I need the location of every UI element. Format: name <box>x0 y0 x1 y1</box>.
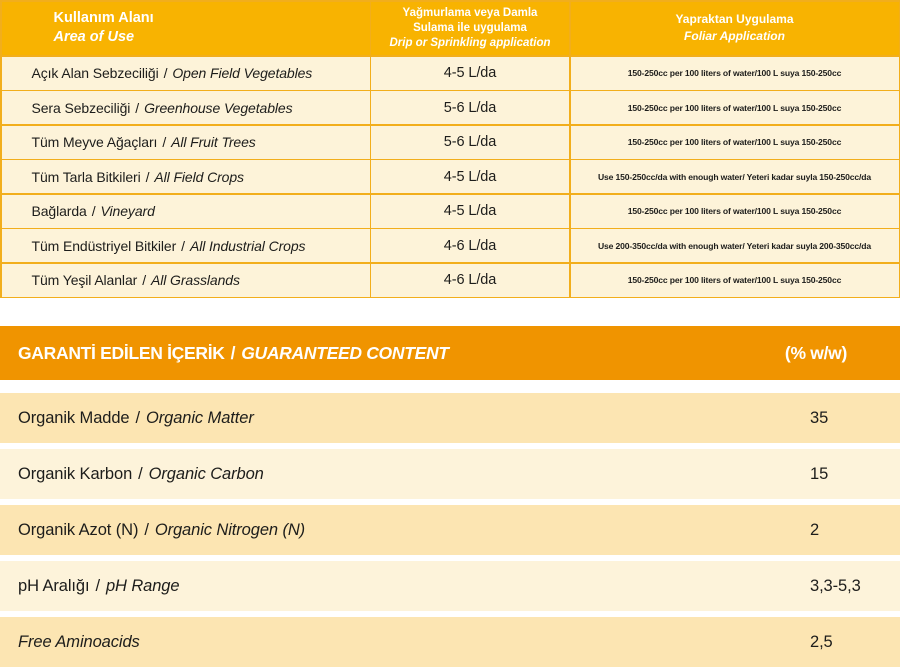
usage-row-drip: 5-6 L/da <box>371 91 569 124</box>
area-tr: Sera Sebzeciliği <box>31 99 131 116</box>
content-row: Organik Azot (N) / Organic Nitrogen (N) … <box>0 505 900 555</box>
content-value: 2,5 <box>810 632 833 651</box>
content-row: Organik Karbon / Organic Carbon 15 <box>0 449 900 499</box>
usage-row-drip: 4-5 L/da <box>371 194 569 228</box>
slash-separator: / <box>145 168 150 185</box>
content-tr: Organik Madde <box>18 408 130 427</box>
slash-separator: / <box>135 99 140 116</box>
usage-row-area: Tüm Endüstriyel Bitkiler / All Industria… <box>1 229 370 262</box>
content-value: 2 <box>810 520 820 539</box>
usage-row-area: Sera Sebzeciliği / Greenhouse Vegetables <box>1 91 370 124</box>
slash-separator: / <box>142 272 146 288</box>
usage-row-drip: 4-6 L/da <box>371 263 569 297</box>
slash-separator: / <box>181 237 185 254</box>
area-en: Vineyard <box>100 203 155 219</box>
slash-separator: / <box>163 65 168 81</box>
content-tr: Organik Karbon <box>18 464 133 483</box>
area-en: All Fruit Trees <box>171 134 256 150</box>
content-value: 3,3-5,3 <box>810 576 861 595</box>
usage-header-drip-tr1: Yağmurlama veya Damla <box>402 6 538 19</box>
usage-row-area: Tüm Tarla Bitkileri / All Field Crops <box>1 160 370 193</box>
area-tr: Tüm Meyve Ağaçları <box>31 134 158 150</box>
usage-row-area: Açık Alan Sebzeciliği / Open Field Veget… <box>1 56 370 90</box>
usage-header-drip: Yağmurlama veya Damla Sulama ile uygulam… <box>371 1 569 55</box>
content-tr: pH Aralığı <box>18 576 90 595</box>
usage-row-drip: 4-6 L/da <box>371 229 569 262</box>
usage-row-area: Tüm Yeşil Alanlar / All Grasslands <box>1 263 370 297</box>
area-en: All Field Crops <box>154 168 244 185</box>
area-en: All Industrial Crops <box>189 237 306 254</box>
usage-row-foliar: 150-250cc per 100 liters of water/100 L … <box>570 194 899 228</box>
content-en: Organic Matter <box>146 408 254 427</box>
usage-row-foliar: 150-250cc per 100 liters of water/100 L … <box>570 91 899 124</box>
usage-row-drip: 5-6 L/da <box>371 125 569 159</box>
content-value: 15 <box>810 464 829 483</box>
usage-row-foliar: 150-250cc per 100 liters of water/100 L … <box>570 263 899 297</box>
slash-separator: / <box>144 520 149 539</box>
area-tr: Bağlarda <box>31 203 87 219</box>
slash-separator: / <box>135 408 141 427</box>
content-en: pH Range <box>105 576 180 595</box>
content-en: Free Aminoacids <box>18 632 140 651</box>
usage-header-drip-en: Drip or Sprinkling application <box>389 36 551 49</box>
usage-header-foliar: Yapraktan Uygulama Foliar Application <box>570 1 899 55</box>
content-value: 35 <box>810 408 829 427</box>
content-row: Organik Madde / Organic Matter 35 <box>0 393 900 443</box>
content-row: Free Aminoacids 2,5 <box>0 617 900 667</box>
usage-row-foliar: 150-250cc per 100 liters of water/100 L … <box>570 125 899 159</box>
guaranteed-content-table: Organik Madde / Organic Matter 35 Organi… <box>0 393 900 669</box>
usage-row-foliar: Use 200-350cc/da with enough water/ Yete… <box>570 229 899 262</box>
slash-separator: / <box>95 576 100 595</box>
content-row: pH Aralığı / pH Range 3,3-5,3 <box>0 561 900 611</box>
area-tr: Tüm Yeşil Alanlar <box>31 272 138 288</box>
usage-header-area-tr: Kullanım Alanı <box>53 9 154 26</box>
area-tr: Tüm Endüstriyel Bitkiler <box>31 237 177 254</box>
usage-row-area: Bağlarda / Vineyard <box>1 194 370 228</box>
area-tr: Açık Alan Sebzeciliği <box>31 65 159 81</box>
usage-row-foliar: Use 150-250cc/da with enough water/ Yete… <box>570 160 899 193</box>
usage-row-foliar: 150-250cc per 100 liters of water/100 L … <box>570 56 899 90</box>
usage-row-area: Tüm Meyve Ağaçları / All Fruit Trees <box>1 125 370 159</box>
slash-separator: / <box>138 464 143 483</box>
usage-header-area: Kullanım Alanı Area of Use <box>1 1 370 55</box>
area-en: Greenhouse Vegetables <box>144 99 293 116</box>
area-en: Open Field Vegetables <box>172 65 313 81</box>
usage-header-foliar-tr: Yapraktan Uygulama <box>675 11 794 26</box>
content-header-tr: GARANTİ EDİLEN İÇERİK <box>18 342 225 363</box>
guaranteed-content-header: GARANTİ EDİLEN İÇERİK / GUARANTEED CONTE… <box>0 326 900 380</box>
content-en: Organic Nitrogen (N) <box>154 520 306 539</box>
area-en: All Grasslands <box>151 272 240 288</box>
usage-table: Kullanım Alanı Area of Use Yağmurlama ve… <box>0 0 900 298</box>
content-header-unit: (% w/w) <box>784 342 847 363</box>
usage-row-drip: 4-5 L/da <box>371 160 569 193</box>
usage-header-foliar-en: Foliar Application <box>684 29 785 44</box>
usage-header-drip-tr2: Sulama ile uygulama <box>413 21 527 34</box>
content-en: Organic Carbon <box>148 464 264 483</box>
slash-separator: / <box>91 203 96 219</box>
usage-row-drip: 4-5 L/da <box>371 56 569 90</box>
content-header-en: GUARANTEED CONTENT <box>241 342 449 363</box>
slash-separator: / <box>162 134 167 150</box>
area-tr: Tüm Tarla Bitkileri <box>31 168 141 185</box>
slash-separator: / <box>230 342 236 363</box>
usage-header-area-en: Area of Use <box>53 29 135 46</box>
content-tr: Organik Azot (N) <box>18 520 139 539</box>
